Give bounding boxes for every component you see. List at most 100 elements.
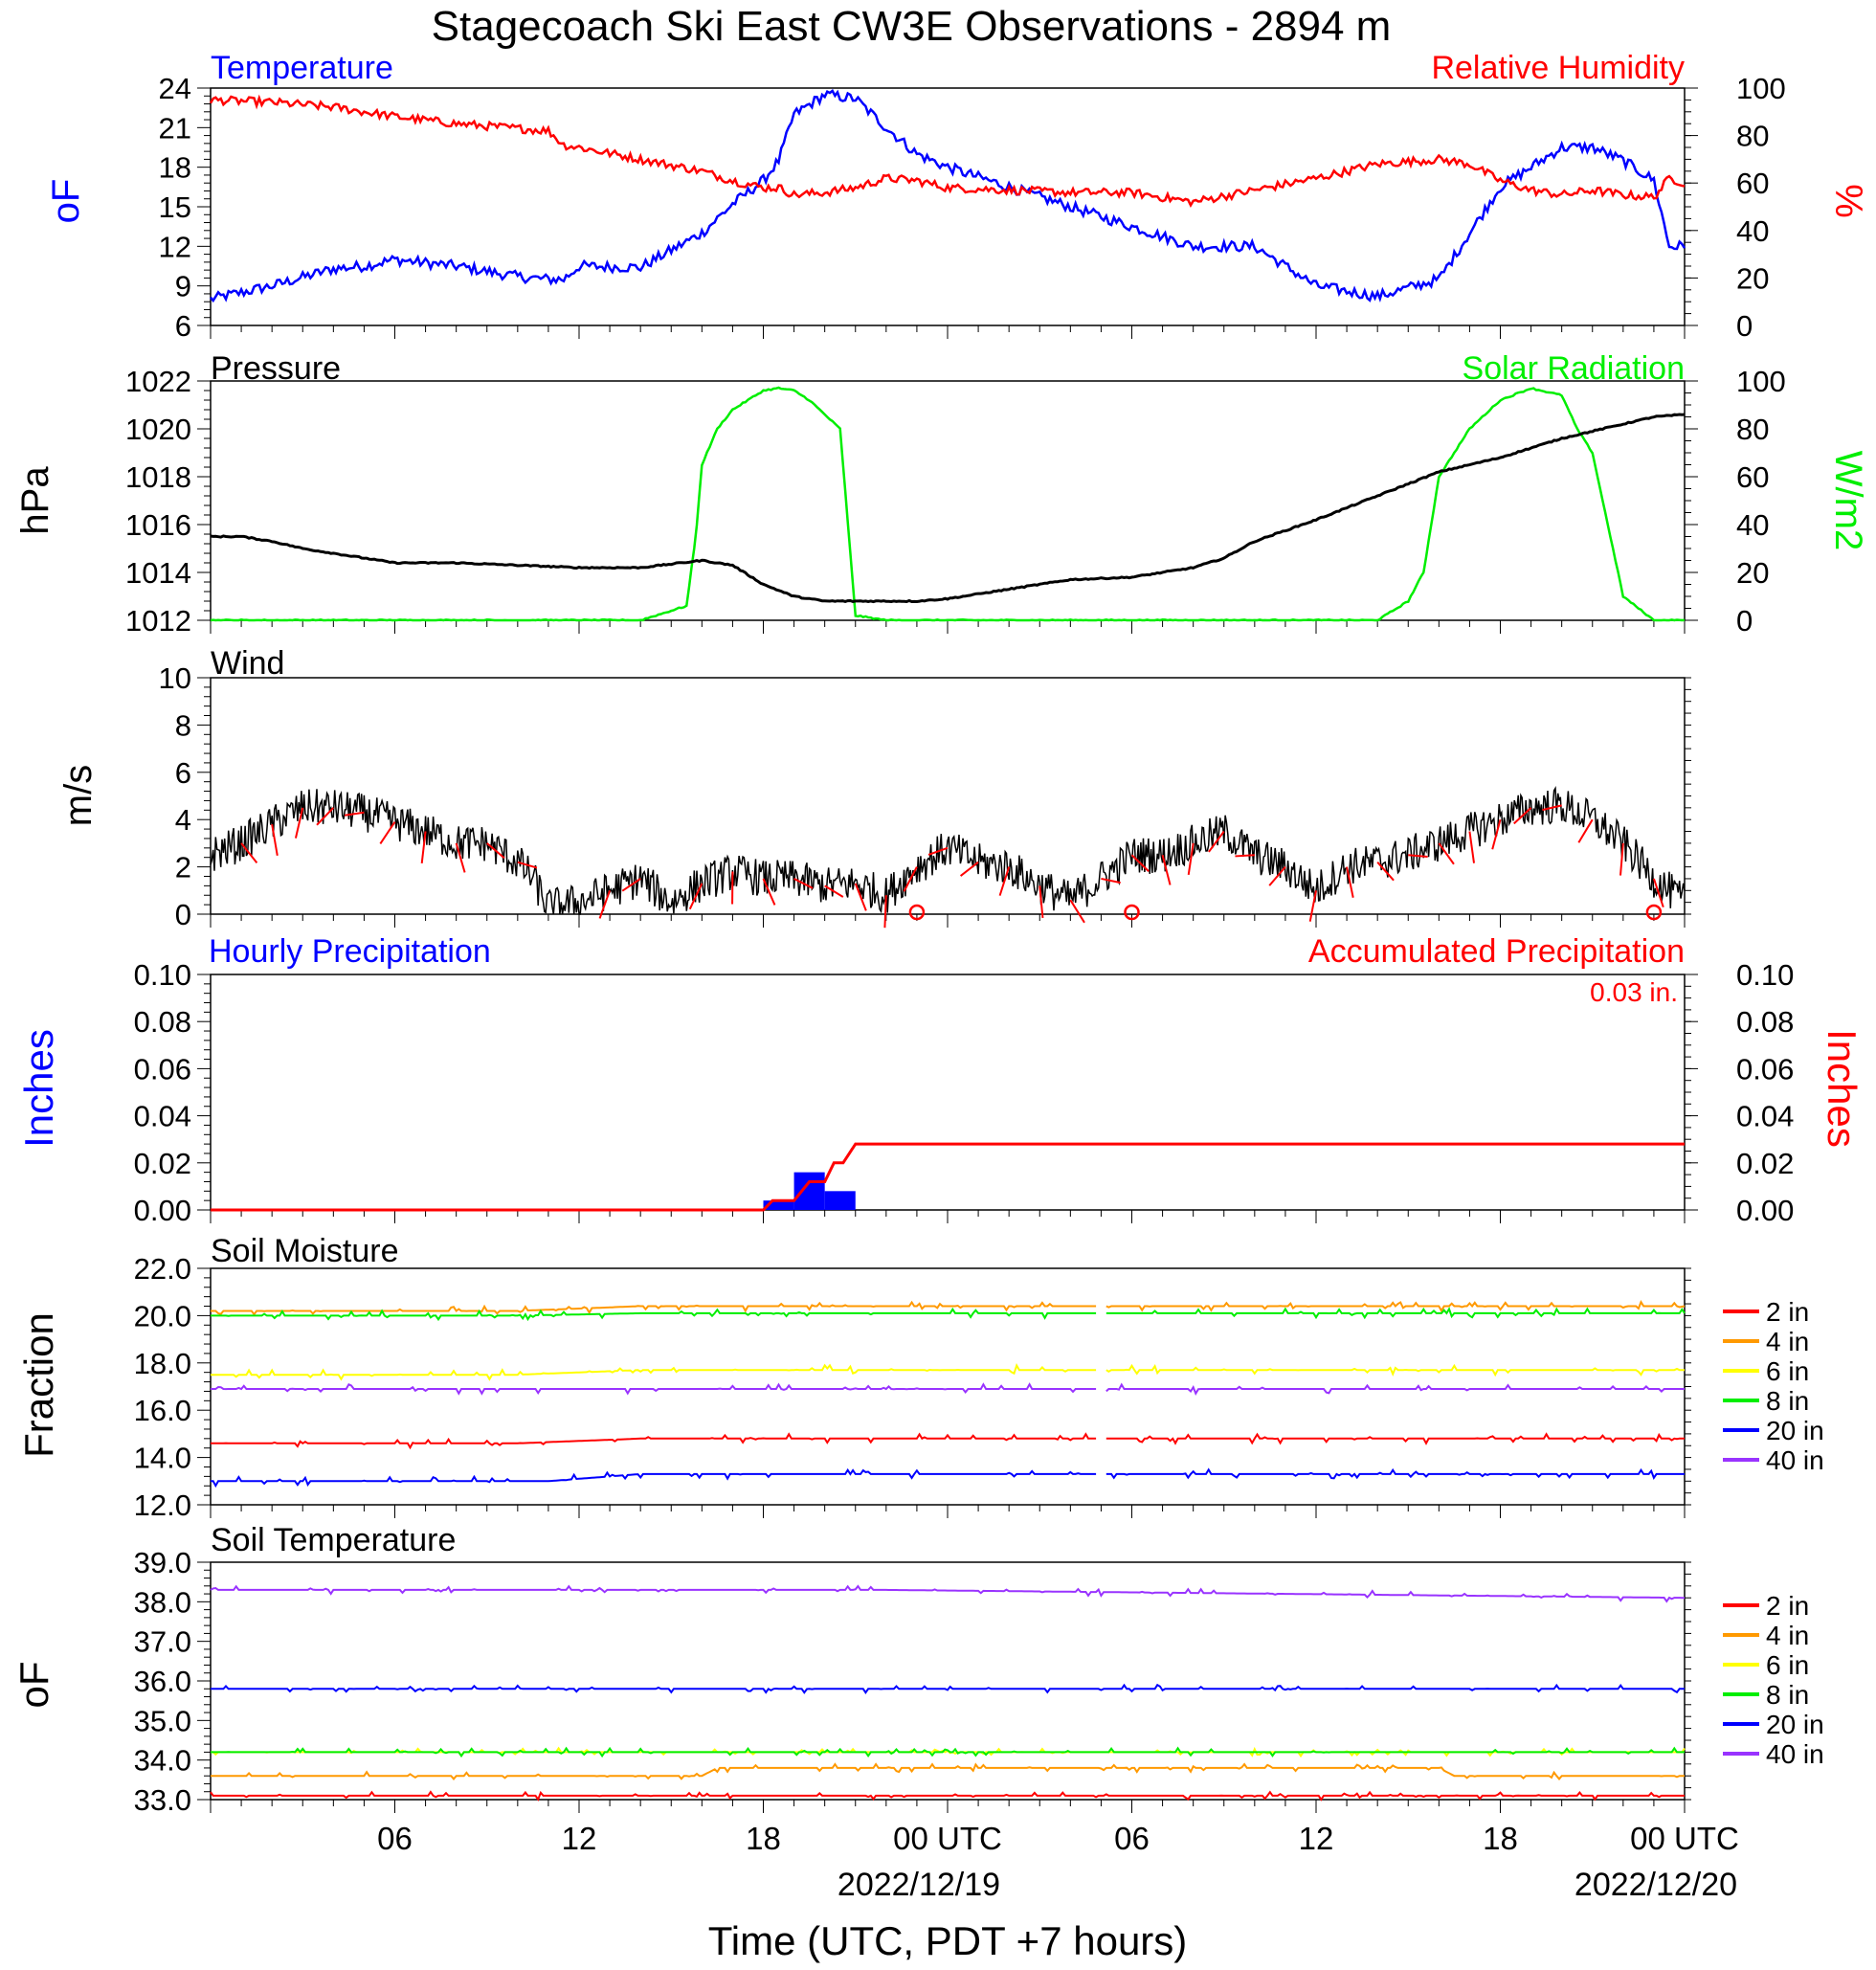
wind-barb (1652, 878, 1664, 908)
y-tick-label: 0.10 (134, 958, 191, 992)
calm-wind-marker (908, 904, 926, 921)
calm-wind-marker (1645, 904, 1663, 921)
y-tick-label-right: 60 (1736, 460, 1769, 494)
legend-label: 4 in (1766, 1621, 1809, 1650)
panel-soil-temperature: Soil Temperature oF (11, 1522, 456, 1709)
wind-barb (1308, 890, 1317, 922)
wind-barb (1491, 818, 1502, 850)
wind-barb (1468, 831, 1475, 863)
wind-barb (271, 823, 279, 856)
y-tick-label-right: 0.10 (1736, 958, 1794, 992)
hourly-precip-title: Hourly Precipitation (209, 933, 491, 970)
x-tick-label: 00 UTC (1630, 1821, 1739, 1856)
calm-wind-marker (1124, 904, 1140, 921)
pressure-axis-label: hPa (14, 466, 56, 535)
y-tick-label-right: 0.06 (1736, 1052, 1794, 1086)
wind-barb (344, 811, 365, 817)
accum-precip-total: 0.03 in. (1590, 977, 1678, 1007)
y-tick-label-right: 20 (1736, 261, 1769, 295)
panel-soil-moisture: Soil Moisture Fraction (16, 1233, 399, 1458)
wind-barb (379, 821, 396, 844)
soil-series-line (211, 1307, 1686, 1322)
soil-series-line (210, 1584, 1685, 1603)
wind-barb (903, 866, 918, 892)
panel-pressure-solar: Pressure Solar Radiation hPa W/m2 (14, 350, 1869, 550)
x-tick-label: 12 (562, 1821, 597, 1856)
wind-barb (1038, 885, 1044, 919)
temperature-line (210, 88, 1686, 303)
y-tick-label: 0.04 (134, 1100, 191, 1133)
y-tick-label: 14.0 (134, 1442, 191, 1475)
y-tick-label-right: 60 (1736, 167, 1769, 200)
wind-barb (1619, 842, 1624, 876)
temperature-title: Temperature (211, 50, 393, 86)
wind-barb (793, 878, 814, 889)
hourly-precip-axis-label: Inches (16, 1029, 61, 1148)
y-tick-label: 15 (159, 190, 191, 224)
x-tick-label: 06 (1114, 1821, 1150, 1856)
x-tick-label: 12 (1299, 1821, 1334, 1856)
panel-frame (210, 87, 1686, 326)
wind-barb (1268, 865, 1286, 886)
y-tick-label: 20.0 (134, 1299, 191, 1332)
wind-barb (824, 884, 844, 898)
y-tick-label-right: 0.04 (1736, 1100, 1794, 1133)
accum-precip-axis-label: Inches (1820, 1029, 1865, 1148)
solar-axis-label: W/m2 (1827, 451, 1869, 550)
wind-barb (420, 831, 427, 864)
legend-label: 40 in (1766, 1445, 1824, 1475)
y-tick-label: 8 (175, 708, 191, 742)
y-tick-label: 4 (175, 803, 191, 837)
y-tick-label-right: 80 (1736, 120, 1769, 153)
wind-barb (240, 842, 258, 863)
legend-label: 20 in (1766, 1710, 1824, 1739)
x-date-label: 2022/12/19 (838, 1867, 1000, 1903)
y-tick-label-right: 40 (1736, 214, 1769, 248)
hourly-precip-bar (793, 1172, 825, 1210)
wind-axis-label: m/s (57, 765, 100, 826)
wind-barb (1408, 854, 1428, 859)
y-tick-label: 10 (159, 661, 191, 695)
y-tick-label: 36.0 (134, 1665, 191, 1698)
wind-barb (959, 861, 979, 877)
y-tick-label-right: 40 (1736, 508, 1769, 542)
y-tick-label: 1016 (125, 508, 191, 542)
panel-precipitation: Hourly Precipitation Accumulated Precipi… (16, 933, 1865, 1148)
soil-series-line (211, 1762, 1685, 1780)
y-tick-label-right: 0.00 (1736, 1194, 1794, 1227)
accum-precip-title: Accumulated Precipitation (1308, 933, 1685, 970)
y-tick-label: 33.0 (134, 1783, 191, 1817)
y-tick-label: 38.0 (134, 1585, 191, 1619)
wind-barb (1542, 804, 1562, 812)
wind-barb (854, 883, 867, 911)
y-tick-label: 34.0 (134, 1744, 191, 1778)
x-axis-title: Time (UTC, PDT +7 hours) (708, 1918, 1188, 1963)
panel-frame (210, 1561, 1686, 1801)
wind-barb (998, 866, 1011, 896)
wind-barb (621, 878, 641, 892)
wind-barb (1101, 877, 1121, 884)
soil-moisture-axis-label: Fraction (16, 1312, 61, 1458)
wind-barb (316, 807, 335, 826)
y-tick-label: 18 (159, 151, 191, 185)
wind-barb (1438, 842, 1455, 865)
y-tick-label-right: 80 (1736, 413, 1769, 446)
wind-barb (762, 878, 776, 906)
y-tick-label-right: 0 (1736, 309, 1753, 343)
wind-barb (1235, 854, 1255, 858)
x-tick-label: 18 (1483, 1821, 1518, 1856)
wind-barb (1130, 854, 1150, 872)
y-tick-label: 0 (175, 898, 191, 931)
y-tick-label: 1022 (125, 365, 191, 398)
solar-radiation-line (210, 386, 1686, 622)
soil-series-line (211, 1382, 1685, 1396)
y-tick-label: 2 (175, 851, 191, 884)
y-tick-label: 18.0 (134, 1347, 191, 1380)
soil-moisture-title: Soil Moisture (211, 1233, 399, 1269)
soil-series-line (211, 1683, 1685, 1694)
wind-speed-line (210, 785, 1686, 915)
wind-barb (455, 842, 466, 873)
wind-barb (1376, 861, 1395, 882)
soil-series-line (211, 1363, 1685, 1381)
panel-frame (210, 1267, 1686, 1506)
